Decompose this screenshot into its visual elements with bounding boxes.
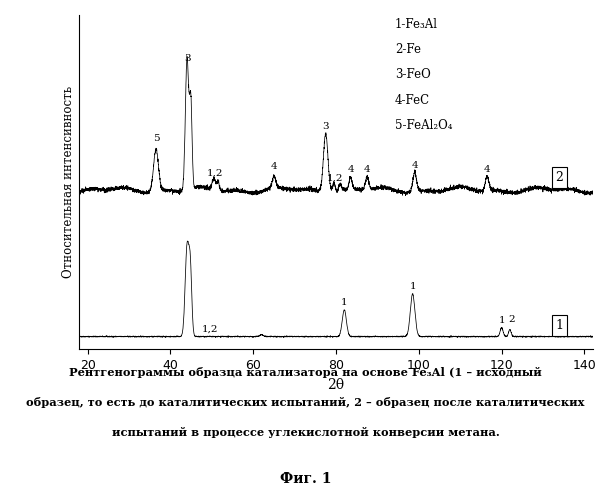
Text: 4-FeC: 4-FeC xyxy=(395,93,430,107)
Text: Рентгенограммы образца катализатора на основе Fe₃Al (1 – исходный: Рентгенограммы образца катализатора на о… xyxy=(69,367,542,378)
Text: 4: 4 xyxy=(484,165,491,175)
Text: 1: 1 xyxy=(499,315,505,324)
Y-axis label: Относительная интенсивность: Относительная интенсивность xyxy=(62,86,75,278)
Text: 5-FeAl₂O₄: 5-FeAl₂O₄ xyxy=(395,119,453,132)
Text: испытаний в процессе углекислотной конверсии метана.: испытаний в процессе углекислотной конве… xyxy=(112,427,499,438)
Text: 1-Fe₃Al: 1-Fe₃Al xyxy=(395,18,438,31)
Text: 3-FeO: 3-FeO xyxy=(395,68,431,81)
Text: 1,2: 1,2 xyxy=(327,174,343,183)
Text: 4: 4 xyxy=(364,165,370,174)
Text: 3: 3 xyxy=(323,122,329,131)
Text: 1: 1 xyxy=(409,282,416,291)
Text: 1: 1 xyxy=(341,297,348,306)
Text: образец, то есть до каталитических испытаний, 2 – образец после каталитических: образец, то есть до каталитических испыт… xyxy=(26,397,585,408)
Text: 1,2: 1,2 xyxy=(202,324,218,333)
Text: Фиг. 1: Фиг. 1 xyxy=(280,472,331,486)
Text: 1,2: 1,2 xyxy=(207,168,224,177)
X-axis label: 2θ: 2θ xyxy=(327,378,345,392)
Text: 2: 2 xyxy=(508,315,515,324)
Text: 1: 1 xyxy=(555,319,563,332)
Text: 5: 5 xyxy=(153,134,159,143)
Text: 2: 2 xyxy=(555,171,563,184)
Text: 3: 3 xyxy=(185,54,191,63)
Text: 4: 4 xyxy=(271,163,277,172)
Text: 4: 4 xyxy=(411,161,418,170)
Text: 4: 4 xyxy=(347,165,354,174)
Text: 2-Fe: 2-Fe xyxy=(395,43,421,56)
